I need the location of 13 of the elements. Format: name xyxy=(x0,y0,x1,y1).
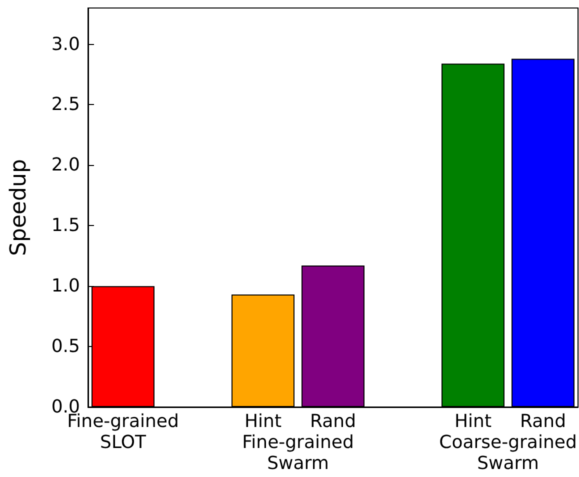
x-tick-label: Hint xyxy=(454,411,492,432)
y-tick-label: 0.5 xyxy=(51,336,80,358)
y-tick-label: 1.0 xyxy=(51,276,80,297)
y-axis-title: Speedup xyxy=(6,159,32,256)
y-tick-label: 2.0 xyxy=(51,154,80,176)
y-tick-label: 2.5 xyxy=(51,94,80,116)
y-tick-label: 1.5 xyxy=(51,215,80,236)
x-tick-label: Rand xyxy=(310,411,356,432)
text: Coarse-grained Swarm xyxy=(439,432,577,474)
text: Fine-grained Swarm xyxy=(242,432,354,474)
x-tick-label: Hint xyxy=(244,411,282,432)
y-tick-label: 3.0 xyxy=(51,34,80,55)
x-tick-label: Rand xyxy=(520,411,566,432)
